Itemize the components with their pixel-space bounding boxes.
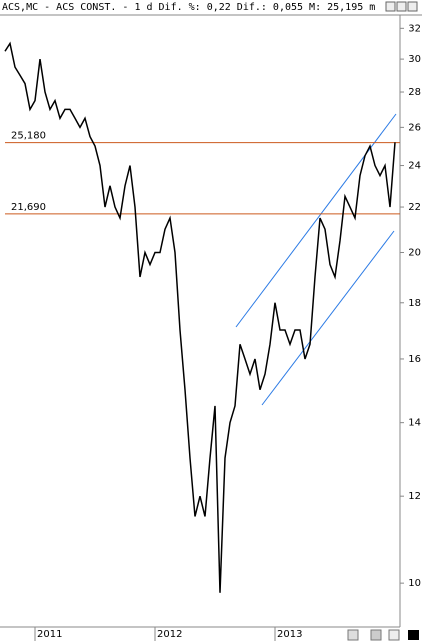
- y-tick-label: 12: [408, 491, 421, 502]
- tool-icon[interactable]: [408, 630, 419, 640]
- close-button[interactable]: [407, 1, 418, 12]
- y-tick-label: 26: [408, 122, 421, 133]
- y-tick-label: 28: [408, 87, 421, 98]
- y-tick-label: 32: [408, 23, 421, 34]
- y-tick-label: 24: [408, 161, 421, 172]
- channel-upper: [235, 113, 397, 328]
- y-tick-label: 20: [408, 248, 421, 259]
- trend-channel: [235, 113, 397, 406]
- horizontal-line-label: 21,690: [11, 202, 46, 213]
- y-tick-label: 16: [408, 354, 421, 365]
- window-buttons[interactable]: [385, 1, 418, 12]
- channel-lower: [261, 230, 395, 406]
- x-tick-label: 2011: [37, 629, 62, 640]
- tool-icon[interactable]: [388, 629, 400, 641]
- y-tick-label: 30: [408, 54, 421, 65]
- x-tick-label: 2012: [157, 629, 182, 640]
- y-tick-label: 10: [408, 578, 421, 589]
- y-tick-label: 22: [408, 202, 421, 213]
- maximize-button[interactable]: [396, 1, 407, 12]
- minimize-button[interactable]: [385, 1, 396, 12]
- horizontal-line-label: 25,180: [11, 131, 46, 142]
- price-line: [4, 41, 396, 593]
- y-tick-label: 14: [408, 418, 421, 429]
- y-tick-label: 18: [408, 298, 421, 309]
- x-tick-label: 2013: [277, 629, 302, 640]
- tool-icon[interactable]: [347, 629, 359, 641]
- tool-icon[interactable]: [370, 629, 382, 641]
- chart-title: ACS,MC - ACS CONST. - 1 d Dif. %: 0,22 D…: [2, 2, 375, 13]
- bottom-icons[interactable]: [347, 629, 419, 641]
